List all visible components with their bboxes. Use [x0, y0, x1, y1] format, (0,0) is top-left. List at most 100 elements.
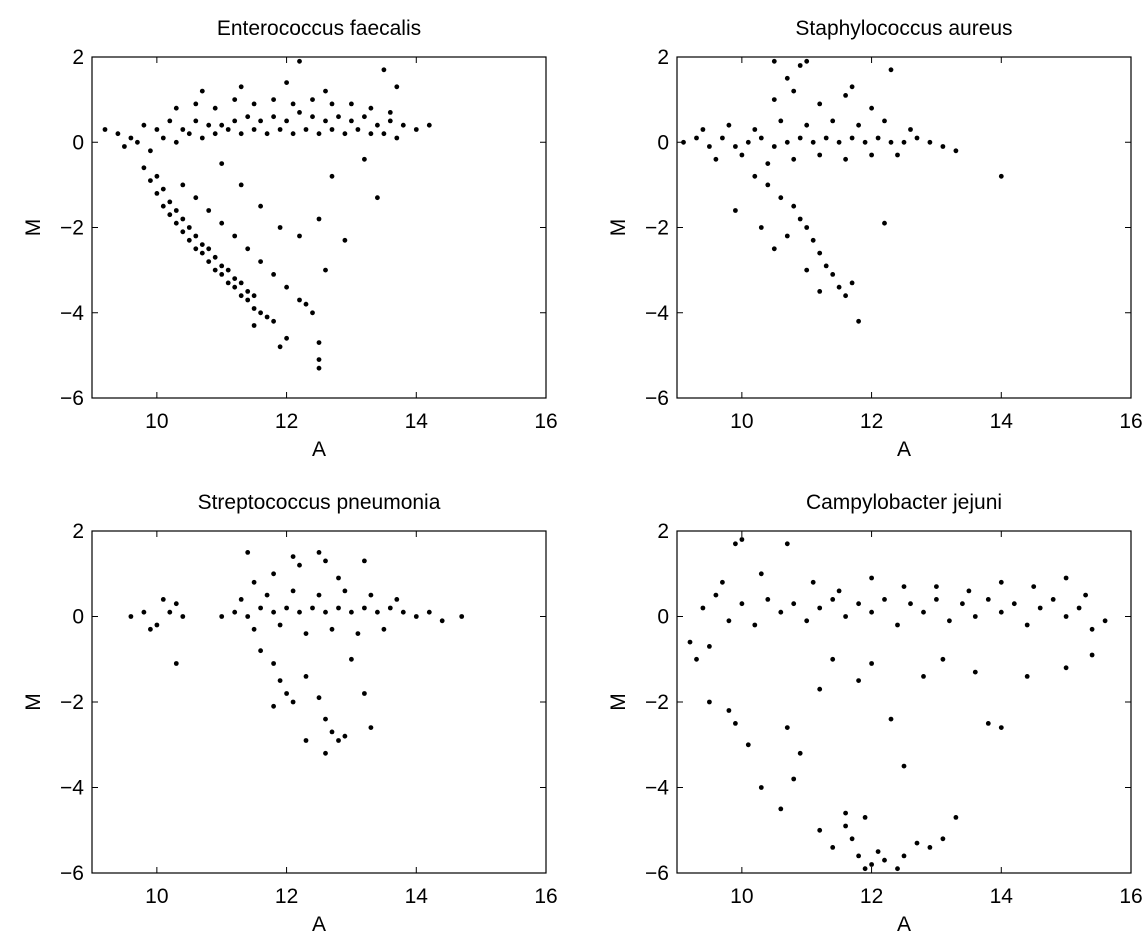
data-point: [914, 135, 920, 141]
data-point: [219, 272, 225, 277]
data-point: [901, 139, 907, 145]
data-point: [817, 101, 823, 107]
x-tick-label: 16: [1119, 410, 1142, 433]
data-point: [830, 845, 836, 850]
data-point: [739, 537, 745, 542]
data-point: [972, 669, 978, 675]
data-point: [277, 622, 283, 628]
data-point: [258, 259, 263, 264]
y-tick-label: −2: [645, 691, 669, 714]
data-point: [232, 609, 238, 615]
data-point: [225, 127, 231, 132]
data-point: [336, 114, 341, 120]
data-point: [258, 605, 263, 611]
data-point: [251, 293, 257, 299]
data-point: [375, 122, 380, 128]
data-point: [355, 127, 361, 132]
data-point: [167, 199, 173, 205]
data-point: [1102, 618, 1108, 624]
data-point: [323, 558, 328, 564]
data-point: [875, 135, 881, 141]
data-point: [895, 622, 900, 628]
data-point: [694, 656, 699, 662]
data-point: [342, 131, 348, 137]
x-tick-label: 14: [990, 410, 1014, 433]
data-point: [186, 225, 192, 230]
data-point: [966, 588, 972, 594]
data-point: [784, 233, 790, 239]
data-point: [323, 609, 328, 615]
data-point: [400, 122, 406, 128]
data-point: [258, 118, 263, 124]
data-point: [1063, 575, 1069, 581]
data-point: [985, 597, 991, 602]
data-point: [212, 254, 218, 260]
data-point: [232, 118, 238, 124]
panel-title: Campylobacter jejuni: [806, 491, 1002, 514]
data-point: [771, 58, 777, 64]
data-point: [888, 67, 894, 73]
data-point: [687, 639, 693, 645]
data-point: [1031, 584, 1037, 589]
y-tick-label: −6: [60, 862, 84, 885]
data-point: [426, 609, 432, 615]
y-tick-label: 2: [657, 46, 669, 69]
data-point: [264, 314, 270, 320]
data-point: [381, 626, 387, 632]
data-point: [160, 135, 166, 141]
data-point: [199, 135, 205, 141]
data-point: [733, 721, 738, 726]
data-point: [284, 80, 289, 85]
data-point: [238, 293, 244, 299]
data-point: [778, 195, 784, 201]
data-point: [219, 614, 225, 619]
panel-title: Enterococcus faecalis: [217, 17, 421, 40]
y-tick-label: 2: [657, 520, 669, 543]
data-point: [290, 554, 296, 559]
data-point: [836, 588, 842, 594]
data-point: [310, 310, 315, 316]
y-tick-label: −6: [60, 387, 84, 410]
data-point: [856, 601, 861, 607]
data-point: [375, 195, 380, 201]
data-point: [843, 810, 848, 816]
data-point: [264, 592, 270, 598]
data-point: [739, 601, 745, 607]
plot-area-frame: [676, 56, 1132, 399]
data-point: [791, 776, 797, 782]
data-point: [1089, 652, 1095, 658]
data-point: [297, 297, 302, 303]
data-point: [856, 853, 861, 859]
data-point: [426, 122, 432, 128]
x-axis-label: A: [897, 913, 911, 936]
data-point: [804, 225, 810, 230]
data-point: [245, 297, 251, 303]
data-point: [290, 131, 296, 137]
data-point: [921, 674, 926, 679]
data-point: [862, 866, 868, 872]
data-point: [193, 118, 199, 124]
data-point: [940, 656, 946, 662]
data-point: [784, 541, 790, 547]
data-point: [173, 601, 179, 607]
data-point: [316, 365, 322, 371]
data-point: [232, 233, 238, 239]
data-point: [154, 622, 160, 628]
data-point: [251, 579, 257, 585]
data-point: [1063, 614, 1069, 619]
data-point: [720, 579, 725, 585]
data-point: [349, 118, 354, 124]
data-point: [739, 152, 745, 158]
data-point: [173, 208, 179, 213]
data-point: [726, 708, 732, 713]
data-point: [830, 118, 836, 124]
data-point: [784, 725, 790, 730]
data-point: [927, 845, 933, 850]
data-point: [888, 139, 894, 145]
plot-area-frame: [91, 530, 547, 874]
data-point: [953, 815, 959, 820]
data-point: [901, 763, 907, 769]
data-point: [284, 118, 289, 124]
data-point: [862, 139, 868, 145]
data-point: [869, 661, 874, 666]
